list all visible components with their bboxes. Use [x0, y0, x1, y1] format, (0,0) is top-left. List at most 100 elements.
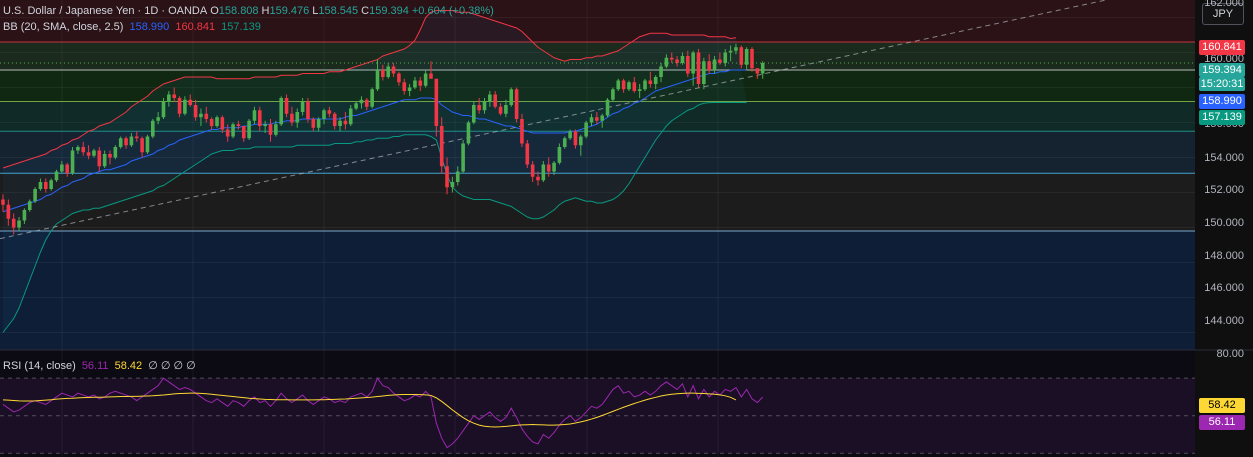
- candle-body: [750, 49, 754, 69]
- candle-body: [145, 136, 150, 153]
- candle-body: [595, 117, 599, 121]
- candle-body: [552, 162, 556, 172]
- candle-body: [702, 61, 706, 84]
- candle-body: [616, 80, 621, 90]
- candle-body: [744, 49, 749, 65]
- candle-body: [546, 164, 551, 172]
- candle-body: [332, 113, 337, 126]
- candle-body: [418, 80, 423, 86]
- candle-body: [541, 164, 546, 181]
- candle-body: [290, 113, 294, 123]
- price-tick: 150.000: [1204, 217, 1244, 229]
- candle-body: [562, 138, 567, 147]
- candle-body: [172, 94, 176, 98]
- candle-body: [669, 57, 674, 60]
- candle-body: [386, 66, 390, 77]
- candle-body: [707, 61, 711, 70]
- candle-body: [129, 136, 134, 146]
- candle-body: [76, 147, 80, 151]
- bb-legend[interactable]: BB (20, SMA, close, 2.5) 158.990 160.841…: [3, 20, 264, 34]
- candle-body: [536, 176, 540, 181]
- candle-body: [381, 70, 385, 77]
- countdown-badge: 15:20:31: [1199, 77, 1245, 91]
- candle-body: [637, 89, 642, 91]
- change-value: +0.604 (+0.38%): [411, 5, 494, 17]
- candle-body: [643, 80, 647, 90]
- candle-body: [397, 73, 401, 83]
- candle-body: [696, 52, 701, 84]
- candle-body: [118, 138, 123, 147]
- candle-body: [258, 110, 262, 126]
- candle-body: [65, 164, 69, 174]
- candle-body: [686, 56, 690, 74]
- candle-body: [300, 101, 305, 112]
- candle-body: [680, 56, 685, 63]
- candle-body: [739, 47, 744, 65]
- candle-body: [252, 110, 257, 121]
- candle-body: [354, 103, 358, 109]
- candle-body: [338, 120, 342, 126]
- candle-body: [38, 182, 43, 189]
- candle-body: [659, 66, 663, 77]
- candle-body: [311, 119, 316, 128]
- rsi-legend[interactable]: RSI (14, close) 56.11 58.42 ∅ ∅ ∅ ∅: [3, 359, 199, 373]
- candle-body: [589, 117, 594, 123]
- candle-body: [17, 220, 21, 228]
- candle-body: [188, 99, 193, 105]
- price-tick: 154.000: [1204, 152, 1244, 164]
- trendline: [0, 0, 1109, 240]
- candle-body: [466, 122, 471, 144]
- candle-body: [215, 117, 219, 126]
- candle-body: [199, 113, 203, 118]
- lower-band-badge: 157.139: [1199, 110, 1245, 125]
- candle-body: [225, 129, 230, 137]
- price-zone: [0, 173, 1195, 231]
- candle-body: [514, 89, 519, 119]
- candle-body: [92, 150, 96, 156]
- candle-body: [429, 73, 433, 79]
- symbol-title[interactable]: U.S. Dollar / Japanese Yen · 1D · OANDA: [3, 5, 208, 17]
- candle-body: [653, 77, 658, 84]
- candle-body: [1, 199, 5, 205]
- candle-body: [348, 108, 353, 125]
- candle-body: [407, 87, 412, 91]
- candle-body: [632, 82, 637, 91]
- candle-body: [600, 115, 604, 121]
- candle-body: [236, 124, 241, 126]
- price-tick: 160.000: [1204, 53, 1244, 65]
- candle-body: [605, 99, 610, 116]
- close-key: C: [361, 5, 370, 17]
- bb-lower-value: 157.139: [221, 21, 261, 33]
- candle-body: [675, 59, 679, 63]
- price-zone: [0, 231, 1195, 350]
- candle-body: [49, 180, 53, 189]
- candle-body: [439, 126, 444, 167]
- candle-body: [6, 204, 11, 219]
- candle-body: [183, 99, 187, 114]
- candle-body: [156, 117, 160, 121]
- candle-body: [611, 89, 615, 100]
- candle-body: [621, 80, 626, 90]
- candle-body: [509, 89, 514, 105]
- high-key: H: [261, 5, 270, 17]
- candle-body: [343, 120, 348, 125]
- candle-body: [723, 52, 728, 63]
- candle-body: [108, 154, 112, 158]
- candle-body: [113, 147, 118, 158]
- candle-body: [493, 94, 497, 107]
- candle-body: [33, 189, 37, 202]
- bb-name: BB (20, SMA, close, 2.5): [3, 21, 124, 33]
- candle-body: [322, 110, 326, 119]
- candle-body: [557, 147, 562, 163]
- candle-body: [167, 94, 171, 102]
- currency-button[interactable]: JPY: [1202, 3, 1244, 25]
- candle-body: [498, 106, 503, 114]
- candle-body: [102, 154, 107, 167]
- price-tick: 152.000: [1204, 184, 1244, 196]
- candle-body: [247, 120, 251, 139]
- rsi-badge: 56.11: [1199, 415, 1245, 430]
- candle-body: [97, 150, 102, 167]
- price-tick: 146.000: [1204, 282, 1244, 294]
- rsi-extra-values: ∅ ∅ ∅ ∅: [148, 360, 196, 372]
